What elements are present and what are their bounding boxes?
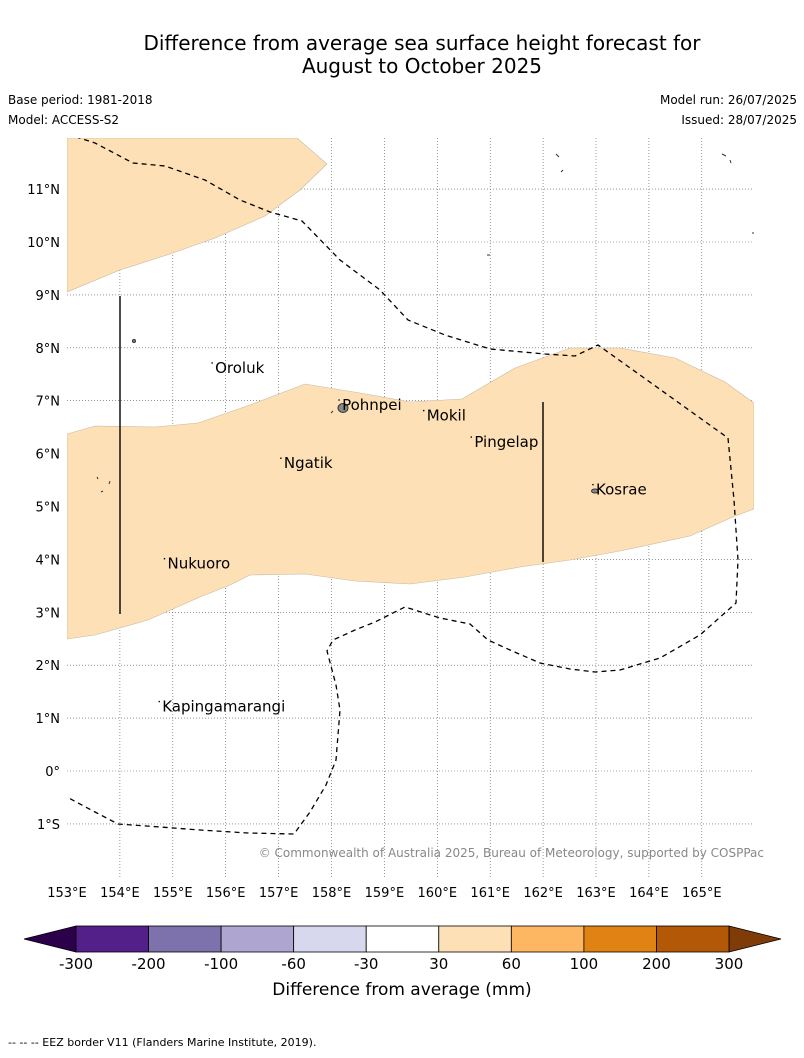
latitude-tick-label: 3°N: [36, 606, 61, 621]
place-label-pohnpei: Pohnpei: [342, 396, 402, 414]
longitude-tick-label: 160°E: [418, 886, 458, 901]
colorbar-segment: [75, 925, 149, 953]
copyright-notice: © Commonwealth of Australia 2025, Bureau…: [259, 846, 764, 860]
latitude-tick-label: 11°N: [27, 183, 60, 198]
longitude-tick-label: 157°E: [259, 886, 299, 901]
colorbar-tick-label: 200: [642, 955, 671, 973]
latitude-tick-label: 1°N: [36, 712, 61, 727]
longitude-tick-label: 162°E: [523, 886, 563, 901]
anomaly-regions: [67, 138, 754, 640]
colorbar-segment: [293, 925, 367, 953]
longitude-tick-label: 153°E: [47, 886, 87, 901]
anomaly-region-band: [67, 347, 754, 640]
islands: [96, 153, 754, 494]
longitude-tick-label: 165°E: [682, 886, 722, 901]
small-island: [96, 476, 111, 493]
place-marker: [592, 483, 594, 486]
longitude-lines: [119, 296, 544, 614]
base-period: Base period: 1981-2018: [8, 93, 153, 107]
latitude-tick-label: 5°N: [36, 501, 61, 516]
place-marker: [158, 700, 161, 703]
model-run-date: Model run: 26/07/2025: [659, 93, 797, 107]
colorbar-segment: [656, 925, 730, 953]
latitude-tick-label: 4°N: [36, 553, 61, 568]
model-name: Model: ACCESS-S2: [8, 113, 120, 127]
latitude-tick-label: 2°N: [36, 659, 61, 674]
issued-date: Issued: 28/07/2025: [681, 113, 797, 127]
longitude-tick-label: 164°E: [629, 886, 669, 901]
place-label-oroluk: Oroluk: [215, 359, 264, 377]
colorbar-segment: [510, 925, 585, 953]
colorbar: -300 -200 -100 -60 -30 30 60 100 200 300 Differenc…: [23, 925, 782, 1000]
longitude-tick-label: 163°E: [576, 886, 616, 901]
place-marker: [280, 457, 282, 459]
place-marker: [470, 436, 473, 438]
colorbar-tick-label: 100: [570, 955, 599, 973]
place-marker: [338, 399, 340, 401]
title-line-2: August to October 2025: [301, 54, 543, 78]
colorbar-segment: [365, 925, 440, 953]
place-marker: [211, 362, 213, 364]
colorbar-tick-label: 60: [502, 955, 521, 973]
latitude-tick-label: 10°N: [27, 236, 60, 251]
latitude-tick-label: 1°S: [37, 818, 60, 833]
small-island: [555, 153, 564, 173]
place-label-pingelap: Pingelap: [474, 433, 538, 451]
colorbar-tick-label: 30: [429, 955, 448, 973]
colorbar-tick-label: -60: [281, 955, 306, 973]
place-label-ngatik: Ngatik: [284, 454, 333, 472]
place-label-nukuoro: Nukuoro: [168, 555, 231, 573]
eez-border-north: [67, 138, 739, 835]
colorbar-under-arrow: [23, 925, 77, 953]
colorbar-tick-label: -100: [204, 955, 238, 973]
eez-footnote: -- -- -- EEZ border V11 (Flanders Marine…: [8, 1036, 317, 1049]
colorbar-tick-label: -200: [132, 955, 166, 973]
place-marker: [163, 557, 166, 560]
map-title: Difference from average sea surface heig…: [0, 32, 804, 78]
small-island: [132, 339, 136, 343]
colorbar-segment: [583, 925, 657, 953]
colorbar-tick-label: 300: [715, 955, 744, 973]
longitude-tick-label: 154°E: [100, 886, 140, 901]
kosrae-island: [591, 488, 599, 494]
place-marker: [422, 409, 425, 412]
longitude-tick-label: 155°E: [153, 886, 193, 901]
small-island: [330, 410, 334, 414]
colorbar-over-arrow: [728, 925, 782, 953]
latitude-tick-label: 0°: [45, 765, 60, 780]
small-island: [721, 153, 732, 164]
colorbar-segment: [438, 925, 512, 953]
eez-borders: [67, 138, 739, 835]
latitude-tick-label: 9°N: [36, 289, 61, 304]
colorbar-label: Difference from average (mm): [272, 980, 531, 1000]
axis-labels: 153°E 154°E 155°E 156°E 157°E 158°E 159°E 160°E…: [27, 183, 721, 901]
colorbar-tick-label: -300: [59, 955, 93, 973]
place-label-mokil: Mokil: [427, 407, 466, 425]
colorbar-segment: [148, 925, 222, 953]
longitude-tick-label: 158°E: [312, 886, 352, 901]
colorbar-tick-label: -30: [354, 955, 379, 973]
anomaly-region-north: [67, 138, 328, 293]
longitude-tick-label: 161°E: [470, 886, 510, 901]
place-labels: Oroluk Pohnpei Mokil Pingelap Ngatik Kosrae Nu…: [158, 359, 647, 716]
latitude-tick-label: 7°N: [36, 395, 61, 410]
place-label-kosrae: Kosrae: [596, 481, 647, 499]
place-label-kapingamarangi: Kapingamarangi: [162, 698, 285, 716]
longitude-tick-label: 159°E: [365, 886, 405, 901]
colorbar-segment: [220, 925, 295, 953]
pohnpei-island: [337, 403, 349, 413]
latitude-tick-label: 8°N: [36, 342, 61, 357]
title-line-1: Difference from average sea surface heig…: [143, 31, 701, 55]
latitude-tick-label: 6°N: [36, 448, 61, 463]
longitude-tick-label: 156°E: [206, 886, 246, 901]
